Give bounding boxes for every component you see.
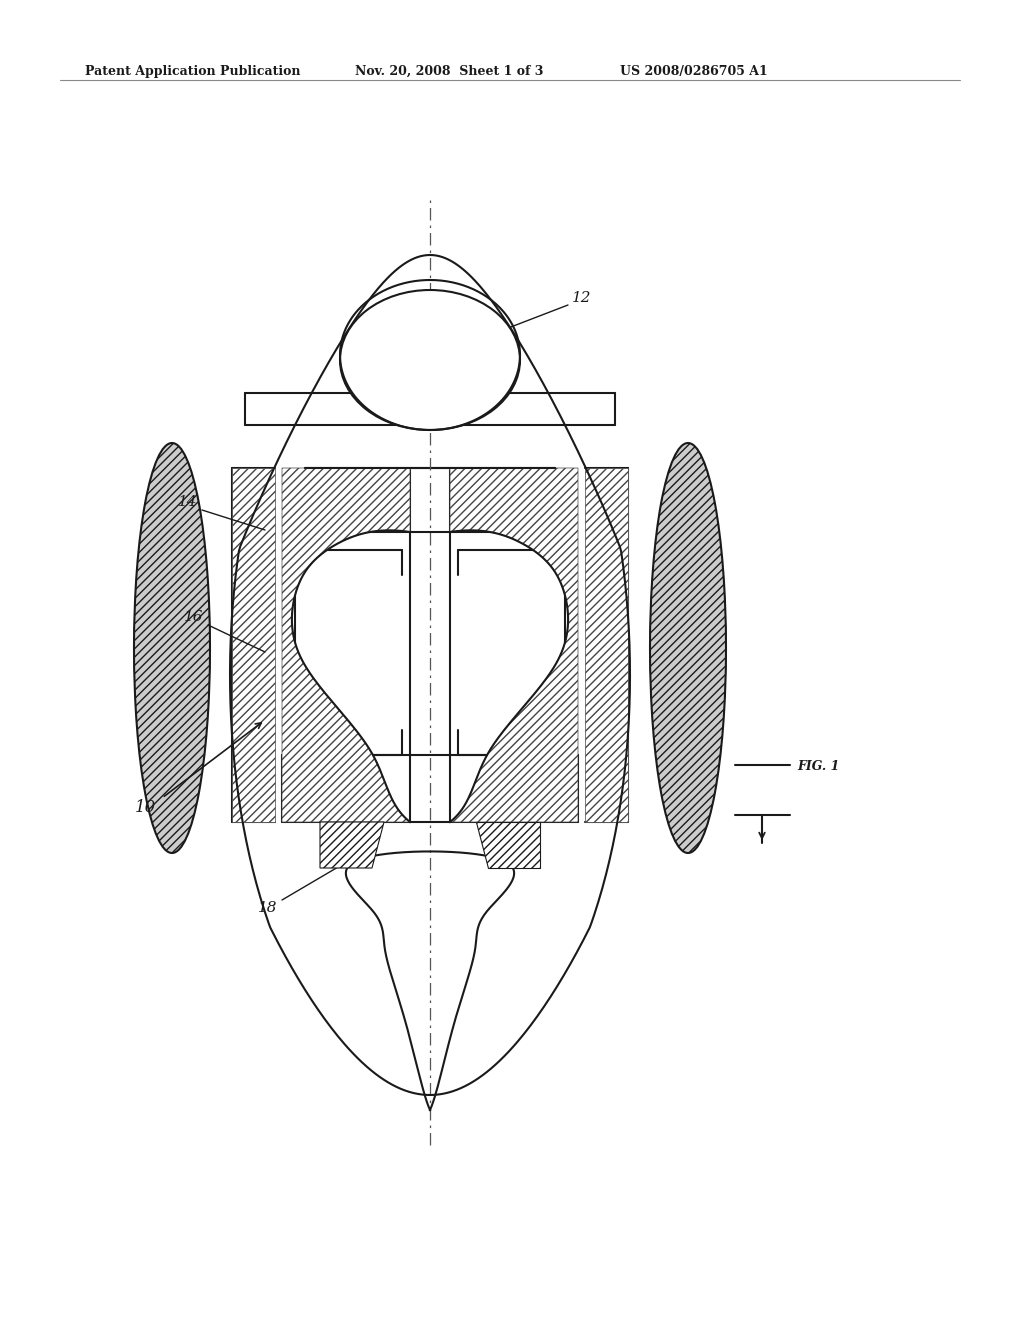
Polygon shape (282, 469, 410, 822)
Polygon shape (319, 822, 384, 869)
Text: Patent Application Publication: Patent Application Publication (85, 65, 300, 78)
Polygon shape (232, 469, 275, 822)
Text: US 2008/0286705 A1: US 2008/0286705 A1 (620, 65, 768, 78)
Text: 14: 14 (178, 495, 198, 510)
Text: 12: 12 (572, 290, 592, 305)
Polygon shape (476, 822, 540, 869)
Ellipse shape (134, 444, 210, 853)
Text: FIG. 1: FIG. 1 (797, 760, 840, 774)
Ellipse shape (650, 444, 726, 853)
Text: 10: 10 (134, 800, 156, 817)
Text: 18: 18 (258, 902, 278, 915)
Text: Nov. 20, 2008  Sheet 1 of 3: Nov. 20, 2008 Sheet 1 of 3 (355, 65, 544, 78)
Text: 16: 16 (184, 610, 204, 624)
Polygon shape (450, 469, 578, 822)
Ellipse shape (340, 290, 520, 430)
Polygon shape (585, 469, 628, 822)
